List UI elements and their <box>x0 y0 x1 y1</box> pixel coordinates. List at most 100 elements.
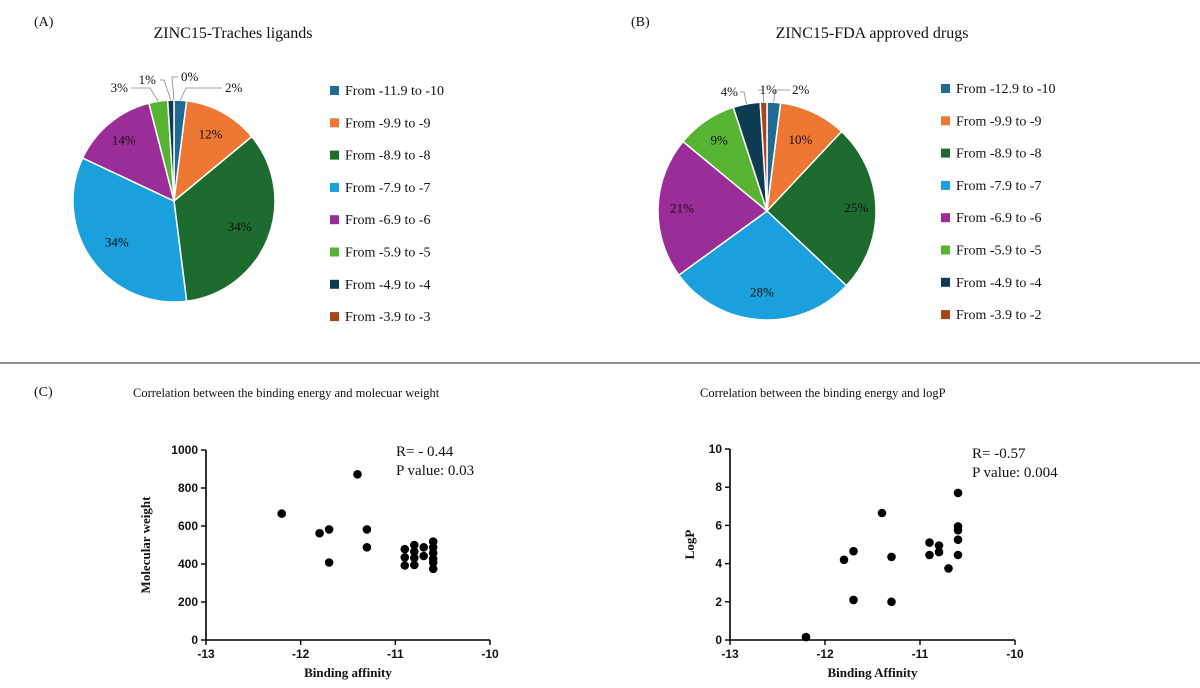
legend-label: From -5.9 to -5 <box>345 246 431 261</box>
scatter-point <box>953 550 963 560</box>
legend-swatch <box>941 213 950 223</box>
scatter-title: Correlation between the binding energy a… <box>700 386 946 400</box>
pie-slice <box>657 140 769 277</box>
y-tick-label: 400 <box>178 557 198 571</box>
scatter-point <box>400 553 410 562</box>
x-axis-label: Binding Affinity <box>828 665 918 680</box>
scatter-point <box>801 632 811 642</box>
pie-slice <box>173 99 253 203</box>
stat-annotation: R= - 0.44 <box>396 444 454 460</box>
scatter-point <box>277 509 287 518</box>
legend-swatch <box>330 279 339 289</box>
stat-annotation: R= -0.57 <box>972 446 1026 462</box>
scatter-point <box>849 595 858 605</box>
scatter-point <box>410 560 419 570</box>
pie-value-label: 2% <box>225 80 243 95</box>
y-tick-label: 600 <box>178 519 198 533</box>
scatter-point <box>419 551 429 561</box>
panel-label-b: (B) <box>631 15 650 30</box>
legend-swatch <box>941 84 950 93</box>
scatter-point <box>400 561 410 570</box>
scatter-point <box>839 555 849 565</box>
scatter-point <box>877 508 887 518</box>
pie-value-label: 0% <box>181 69 199 84</box>
scatter-point <box>324 525 334 534</box>
legend-label: From -11.9 to -10 <box>345 84 444 99</box>
pie-leader-line <box>160 79 172 101</box>
pie-value-label: 10% <box>788 132 812 147</box>
pie-slice <box>173 135 276 303</box>
y-tick-label: 1000 <box>171 443 198 457</box>
x-tick-label: -12 <box>816 647 834 661</box>
scatter-point <box>428 558 438 567</box>
y-tick-label: 0 <box>191 633 198 647</box>
pie-title: ZINC15-Traches ligands <box>154 25 313 42</box>
x-tick-label: -13 <box>197 647 215 661</box>
scatter-point <box>953 535 963 544</box>
y-tick-label: 4 <box>715 557 722 571</box>
y-tick-label: 800 <box>178 481 198 495</box>
scatter-point <box>953 488 963 498</box>
legend-swatch <box>330 247 339 257</box>
scatter-point <box>934 547 944 557</box>
legend-swatch <box>941 277 950 287</box>
stat-annotation: P value: 0.03 <box>396 463 474 479</box>
scatter-point <box>887 552 896 562</box>
pie-value-label: 34% <box>228 219 252 234</box>
legend-swatch <box>330 182 339 192</box>
legend-label: From -7.9 to -7 <box>345 181 431 196</box>
legend-swatch <box>941 245 950 255</box>
panel-label-a: (A) <box>34 15 54 30</box>
panel-label-c: (C) <box>34 385 53 400</box>
legend-swatch <box>330 215 339 225</box>
pie-value-label: 2% <box>792 82 810 97</box>
legend-label: From -8.9 to -8 <box>956 147 1042 162</box>
pie-slice <box>81 102 176 203</box>
pie-value-label: 28% <box>750 285 774 300</box>
scatter-point <box>925 538 934 547</box>
legend-label: From -3.9 to -3 <box>345 310 431 325</box>
pie-chart-fda: ZINC15-FDA approved drugs 2% 10% 25% 28% 21% 9… <box>657 25 1056 323</box>
pie-leader-line <box>171 76 178 101</box>
scatter-point <box>944 564 953 573</box>
legend-label: From -5.9 to -5 <box>956 244 1042 259</box>
y-tick-label: 6 <box>715 518 722 532</box>
stat-annotation: P value: 0.004 <box>972 465 1058 481</box>
scatter-point <box>419 543 429 552</box>
pie-value-label: 14% <box>112 132 136 147</box>
scatter-point <box>410 547 419 556</box>
x-tick-label: -12 <box>292 647 310 661</box>
pie-value-label: 1% <box>139 72 157 87</box>
x-tick-label: -11 <box>387 647 404 661</box>
y-tick-label: 2 <box>715 595 722 609</box>
pie-slice <box>765 130 877 287</box>
legend-swatch <box>941 310 950 320</box>
legend-swatch <box>330 86 339 95</box>
legend-label: From -9.9 to -9 <box>345 116 431 131</box>
pie-leader-line <box>758 89 764 103</box>
y-axis-label: LogP <box>682 530 697 560</box>
x-tick-label: -10 <box>1006 647 1024 661</box>
x-axis-label: Binding affinity <box>304 665 392 680</box>
scatter-point <box>849 546 858 556</box>
pie-chart-traches: ZINC15-Traches ligands 2% 12% 34% 34% 14% 3% 1%… <box>72 25 444 325</box>
legend-swatch <box>941 116 950 126</box>
legend-swatch <box>941 148 950 158</box>
pie-leader-line <box>131 87 159 102</box>
scatter-point <box>934 541 944 550</box>
pie-leader-line <box>179 87 222 101</box>
legend-label: From -9.9 to -9 <box>956 114 1042 129</box>
scatter-point <box>410 553 419 563</box>
legend-label: From -4.9 to -4 <box>345 278 431 293</box>
scatter-point <box>315 528 324 538</box>
pie-value-label: 1% <box>760 82 778 97</box>
legend-label: From -6.9 to -6 <box>345 213 431 228</box>
pie-value-label: 4% <box>721 84 739 99</box>
scatter-point <box>953 525 963 535</box>
legend-label: From -8.9 to -8 <box>345 149 431 164</box>
scatter-point <box>887 597 896 607</box>
legend-label: From -4.9 to -4 <box>956 276 1042 291</box>
y-tick-label: 10 <box>709 442 723 456</box>
x-tick-label: -11 <box>912 647 929 661</box>
